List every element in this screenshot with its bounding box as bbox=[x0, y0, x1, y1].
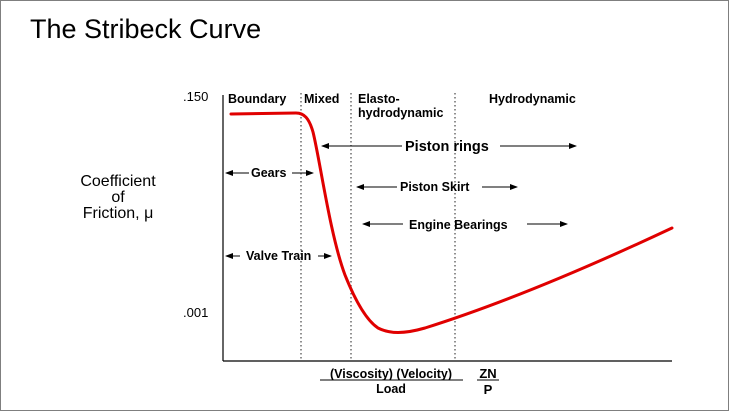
y-axis-label-line1: Coefficient bbox=[80, 173, 156, 190]
engine-bearings-label: Engine Bearings bbox=[409, 218, 508, 232]
region-elasto-line2: hydrodynamic bbox=[358, 106, 443, 120]
region-mixed: Mixed bbox=[304, 92, 339, 106]
region-hydrodynamic: Hydrodynamic bbox=[489, 92, 576, 106]
friction-curve bbox=[229, 111, 674, 334]
y-tick-low: .001 bbox=[183, 305, 208, 320]
x-axis-denominator: Load bbox=[376, 382, 406, 396]
y-tick-high: .150 bbox=[183, 89, 208, 104]
piston-skirt-label: Piston Skirt bbox=[400, 180, 470, 194]
piston-rings-label: Piston rings bbox=[405, 139, 489, 155]
p-symbol: P bbox=[484, 382, 493, 397]
y-axis-label-line2: of bbox=[111, 189, 125, 206]
region-boundary: Boundary bbox=[228, 92, 286, 106]
zn-symbol: ZN bbox=[479, 366, 496, 381]
region-elasto-line1: Elasto- bbox=[358, 92, 400, 106]
gears-label: Gears bbox=[251, 166, 286, 180]
valve-train-label: Valve Train bbox=[246, 249, 311, 263]
slide-title: The Stribeck Curve bbox=[30, 14, 261, 44]
y-axis-label-line3: Friction, μ bbox=[83, 205, 154, 222]
x-axis-numerator: (Viscosity) (Velocity) bbox=[330, 367, 452, 381]
